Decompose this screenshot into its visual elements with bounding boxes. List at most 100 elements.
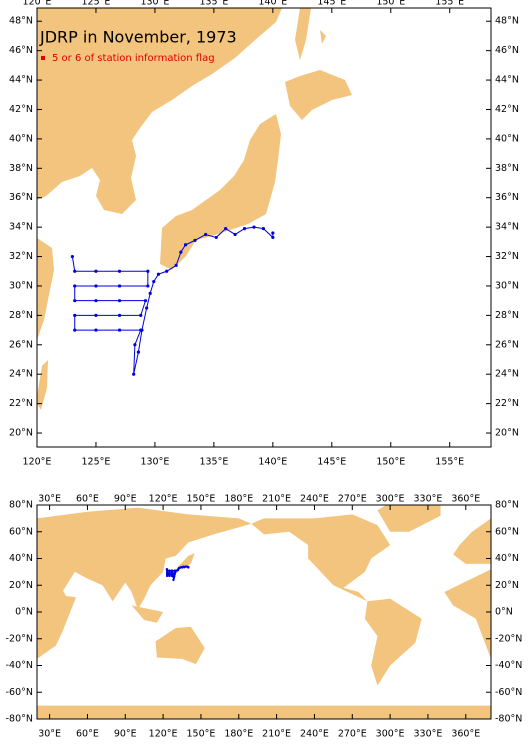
x-tick-label: 155°E <box>435 457 464 468</box>
station <box>170 574 174 578</box>
x-tick-label: 180°E <box>224 494 253 505</box>
x-tick-label: 135°E <box>199 457 228 468</box>
x-tick-label: 30°E <box>38 494 61 505</box>
station <box>94 269 98 273</box>
x-tick-label: 120°E <box>23 457 52 468</box>
y-tick-label: 0°N <box>495 607 513 618</box>
y-tick-label: -20°N <box>495 633 522 644</box>
x-tick-label: 180°E <box>224 729 253 740</box>
station <box>117 313 122 317</box>
station <box>233 232 237 237</box>
y-tick-label: 80°N <box>9 500 33 511</box>
x-tick-label: 300°E <box>376 494 405 505</box>
y-tick-label: 32°N <box>495 251 519 262</box>
y-tick-label: 34°N <box>495 222 519 233</box>
land <box>453 518 491 564</box>
x-tick-label: 125°E <box>82 0 111 8</box>
station <box>117 328 122 332</box>
station <box>165 269 169 273</box>
x-tick-label: 130°E <box>140 457 169 468</box>
x-tick-label: 210°E <box>262 494 291 505</box>
y-tick-label: 22°N <box>495 398 519 409</box>
station <box>174 263 178 267</box>
station <box>94 328 98 332</box>
station <box>172 578 175 582</box>
y-tick-label: 20°N <box>9 428 33 439</box>
y-tick-label: 28°N <box>495 310 519 321</box>
land <box>37 569 77 659</box>
y-tick-label: 38°N <box>495 163 519 174</box>
station <box>117 284 122 288</box>
station <box>173 574 176 578</box>
station <box>242 227 247 231</box>
station <box>73 284 77 288</box>
station <box>70 254 74 259</box>
station <box>146 269 150 273</box>
station <box>148 291 152 295</box>
x-tick-label: 135°E <box>199 0 228 8</box>
y-tick-label: 60°N <box>495 526 519 537</box>
y-tick-label: 38°N <box>9 163 33 174</box>
y-tick-label: 48°N <box>495 16 519 27</box>
station <box>94 313 98 317</box>
y-tick-label: 24°N <box>9 369 33 380</box>
station <box>165 574 169 578</box>
x-tick-label: 120°E <box>23 0 52 8</box>
x-tick-label: 60°E <box>76 494 99 505</box>
y-tick-label: 44°N <box>495 75 519 86</box>
land <box>175 553 195 571</box>
y-tick-label: -40°N <box>495 660 522 671</box>
x-tick-label: 140°E <box>258 0 287 8</box>
station <box>143 299 148 303</box>
station <box>252 225 256 229</box>
y-tick-label: 42°N <box>9 104 33 115</box>
station <box>73 269 77 273</box>
x-tick-label: 145°E <box>317 0 346 8</box>
y-tick-label: 40°N <box>9 133 33 144</box>
x-tick-label: 300°E <box>376 729 405 740</box>
y-tick-label: -60°N <box>495 687 522 698</box>
station <box>145 306 149 310</box>
station <box>172 576 176 580</box>
y-tick-label: 40°N <box>9 553 33 564</box>
station <box>117 269 122 273</box>
y-tick-label: 36°N <box>495 192 519 203</box>
station <box>146 284 150 288</box>
land <box>155 626 205 665</box>
x-tick-label: 150°E <box>186 729 215 740</box>
y-tick-label: 20°N <box>9 580 33 591</box>
station <box>193 238 197 242</box>
station <box>156 272 161 276</box>
x-tick-label: 270°E <box>338 729 367 740</box>
station <box>214 235 218 240</box>
station <box>187 565 190 569</box>
x-tick-label: 120°E <box>149 494 178 505</box>
land-regional <box>37 8 352 410</box>
x-tick-label: 60°E <box>76 729 99 740</box>
station <box>271 231 275 235</box>
station <box>224 227 228 231</box>
x-tick-label: 140°E <box>258 457 287 468</box>
x-tick-label: 210°E <box>262 729 291 740</box>
x-tick-label: 330°E <box>413 729 442 740</box>
x-tick-label: 120°E <box>149 729 178 740</box>
legend-label: 5 or 6 of station information flag <box>52 53 215 64</box>
station <box>73 328 77 332</box>
x-tick-label: 360°E <box>451 494 480 505</box>
y-tick-label: 26°N <box>9 339 33 350</box>
station <box>140 328 144 332</box>
y-tick-label: 34°N <box>9 222 33 233</box>
x-tick-label: 360°E <box>451 729 480 740</box>
station <box>261 227 266 231</box>
station <box>271 235 275 240</box>
x-tick-label: 145°E <box>317 457 346 468</box>
y-tick-label: 30°N <box>9 280 33 291</box>
legend-marker <box>41 56 45 60</box>
y-tick-label: 22°N <box>9 398 33 409</box>
land <box>251 514 391 602</box>
station <box>94 284 98 288</box>
y-tick-label: 40°N <box>495 553 519 564</box>
land <box>131 605 164 623</box>
y-tick-label: 32°N <box>9 251 33 262</box>
